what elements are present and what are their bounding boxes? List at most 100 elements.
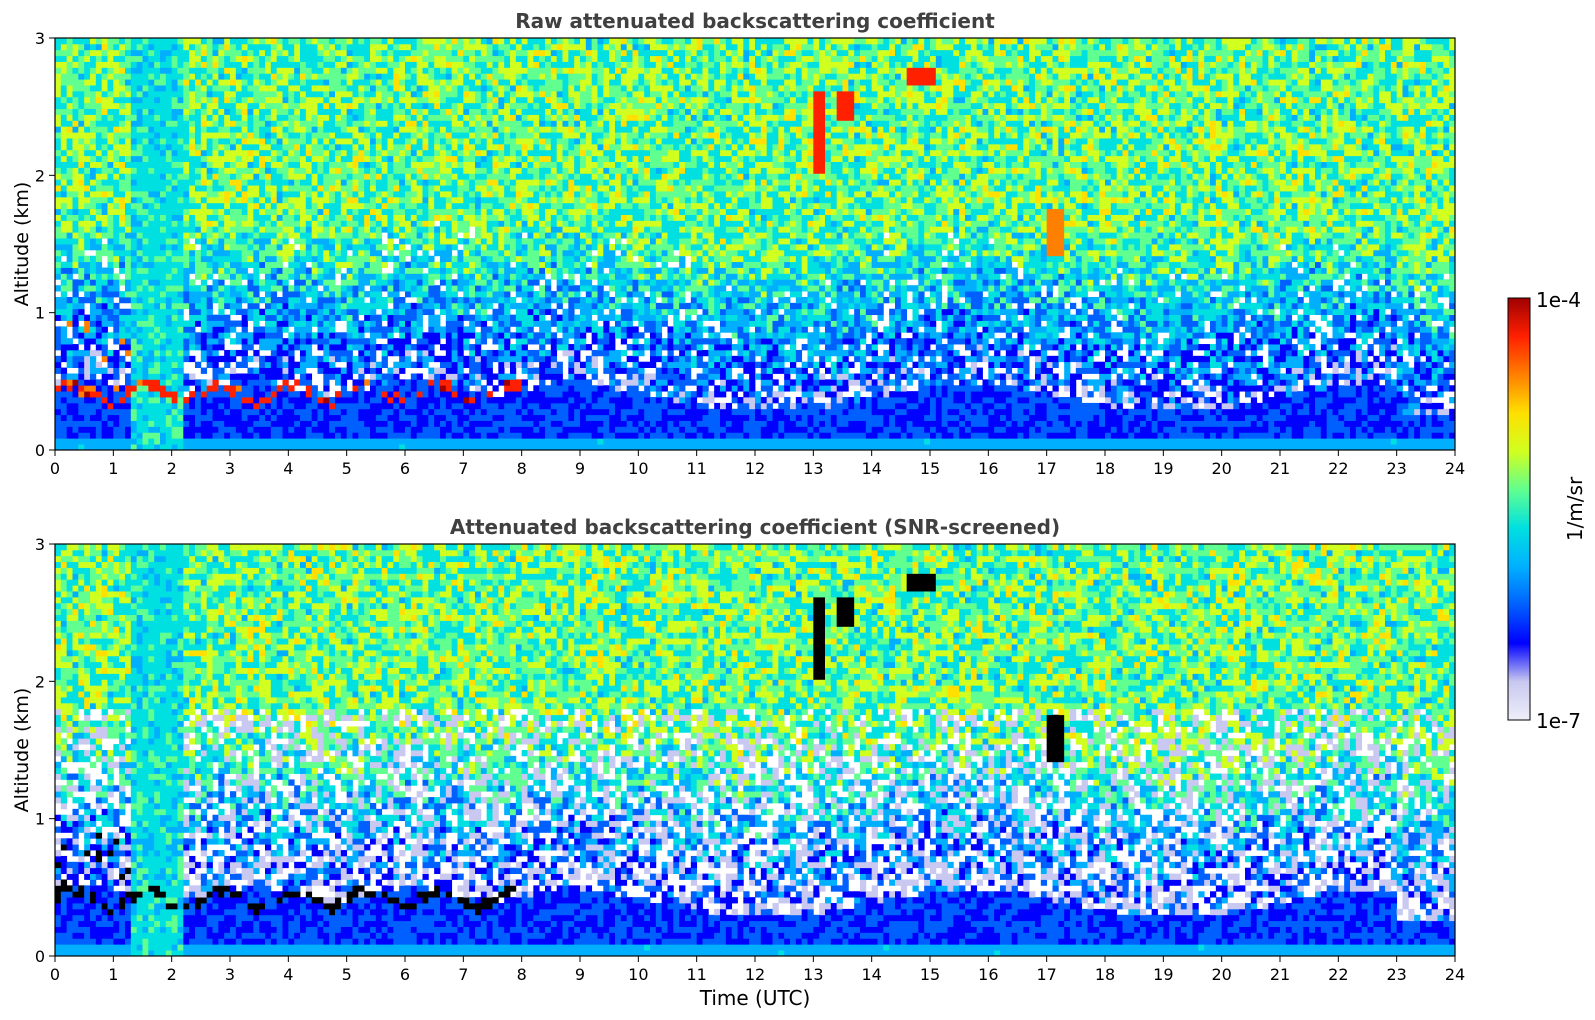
heatmap-cell bbox=[294, 391, 301, 398]
heatmap-cell bbox=[416, 296, 423, 304]
heatmap-cell bbox=[72, 249, 79, 257]
heatmap-cell bbox=[241, 55, 248, 62]
heatmap-cell bbox=[241, 38, 248, 45]
heatmap-cell bbox=[463, 238, 470, 245]
heatmap-cell bbox=[130, 432, 138, 439]
heatmap-cell bbox=[195, 108, 202, 115]
heatmap-cell bbox=[270, 202, 278, 210]
heatmap-cell bbox=[475, 79, 482, 86]
heatmap-cell bbox=[364, 202, 371, 210]
heatmap-cell bbox=[370, 149, 377, 157]
heatmap-cell bbox=[60, 214, 68, 221]
heatmap-cell bbox=[428, 143, 435, 151]
heatmap-cell bbox=[154, 132, 161, 139]
heatmap-cell bbox=[428, 285, 435, 292]
heatmap-cell bbox=[253, 167, 260, 174]
heatmap-cell bbox=[113, 196, 120, 204]
heatmap-cell bbox=[276, 349, 283, 357]
heatmap-cell bbox=[78, 420, 85, 427]
heatmap-cell bbox=[165, 408, 173, 416]
heatmap-cell bbox=[358, 432, 365, 439]
heatmap-cell bbox=[375, 149, 383, 157]
heatmap-cell bbox=[451, 338, 458, 345]
heatmap-cell bbox=[364, 426, 371, 433]
heatmap-cell bbox=[486, 167, 493, 174]
heatmap-cell bbox=[358, 332, 365, 339]
heatmap-cell bbox=[364, 85, 371, 92]
heatmap-cell bbox=[282, 114, 289, 121]
heatmap-cell bbox=[463, 255, 470, 263]
heatmap-cell bbox=[399, 444, 406, 450]
heatmap-cell bbox=[212, 120, 219, 127]
heatmap-cell bbox=[311, 361, 318, 368]
heatmap-cell bbox=[270, 73, 278, 80]
heatmap-cell bbox=[352, 255, 359, 263]
heatmap-cell bbox=[451, 267, 458, 274]
heatmap-cell bbox=[247, 438, 254, 445]
heatmap-cell bbox=[183, 149, 190, 157]
heatmap-cell bbox=[165, 267, 173, 274]
heatmap-cell bbox=[422, 120, 429, 127]
heatmap-cell bbox=[480, 138, 488, 145]
heatmap-cell bbox=[469, 255, 476, 263]
heatmap-cell bbox=[352, 438, 359, 445]
heatmap-cell bbox=[282, 391, 289, 398]
heatmap-cell bbox=[230, 261, 237, 268]
heatmap-cell bbox=[125, 138, 132, 145]
heatmap-cell bbox=[352, 185, 359, 192]
heatmap-cell bbox=[212, 355, 219, 363]
heatmap-cell bbox=[346, 108, 353, 115]
heatmap-cell bbox=[340, 408, 348, 416]
heatmap-cell bbox=[235, 332, 243, 339]
heatmap-cell bbox=[311, 296, 318, 304]
heatmap-cell bbox=[440, 379, 447, 386]
heatmap-cell bbox=[55, 220, 62, 227]
heatmap-cell bbox=[235, 232, 243, 239]
heatmap-cell bbox=[358, 367, 365, 374]
heatmap-cell bbox=[393, 185, 400, 192]
heatmap-cell bbox=[422, 85, 429, 92]
heatmap-cell bbox=[329, 155, 336, 162]
heatmap-cell bbox=[364, 249, 371, 257]
heatmap-cell bbox=[451, 296, 458, 304]
heatmap-cell bbox=[300, 438, 307, 445]
heatmap-cell bbox=[364, 126, 371, 133]
heatmap-cell bbox=[410, 373, 418, 380]
heatmap-cell bbox=[323, 308, 330, 316]
heatmap-cell bbox=[119, 361, 126, 368]
heatmap-cell bbox=[387, 138, 394, 145]
heatmap-cell bbox=[160, 397, 167, 404]
heatmap-cell bbox=[253, 373, 260, 380]
heatmap-cell bbox=[212, 96, 219, 104]
heatmap-cell bbox=[399, 385, 406, 392]
heatmap-cell bbox=[189, 149, 196, 157]
heatmap-cell bbox=[125, 349, 132, 357]
heatmap-cell bbox=[317, 208, 324, 215]
heatmap-cell bbox=[247, 273, 254, 280]
heatmap-cell bbox=[60, 196, 68, 204]
heatmap-cell bbox=[72, 55, 79, 62]
heatmap-cell bbox=[247, 285, 254, 292]
heatmap-cell bbox=[288, 414, 295, 421]
heatmap-cell bbox=[282, 138, 289, 145]
heatmap-cell bbox=[282, 308, 289, 316]
heatmap-cell bbox=[130, 249, 138, 257]
heatmap-cell bbox=[224, 391, 231, 398]
heatmap-cell bbox=[66, 408, 73, 416]
heatmap-cell bbox=[370, 191, 377, 198]
heatmap-cell bbox=[206, 244, 213, 251]
heatmap-cell bbox=[125, 196, 132, 204]
heatmap-cell bbox=[165, 326, 173, 333]
heatmap-cell bbox=[457, 444, 464, 450]
heatmap-cell bbox=[241, 132, 248, 139]
heatmap-cell bbox=[136, 308, 143, 316]
heatmap-cell bbox=[154, 43, 161, 51]
heatmap-cell bbox=[125, 267, 132, 274]
heatmap-cell bbox=[463, 279, 470, 286]
heatmap-cell bbox=[329, 314, 336, 321]
heatmap-cell bbox=[183, 120, 190, 127]
heatmap-cell bbox=[358, 320, 365, 327]
heatmap-cell bbox=[142, 397, 149, 404]
heatmap-cell bbox=[195, 132, 202, 139]
heatmap-cell bbox=[247, 238, 254, 245]
